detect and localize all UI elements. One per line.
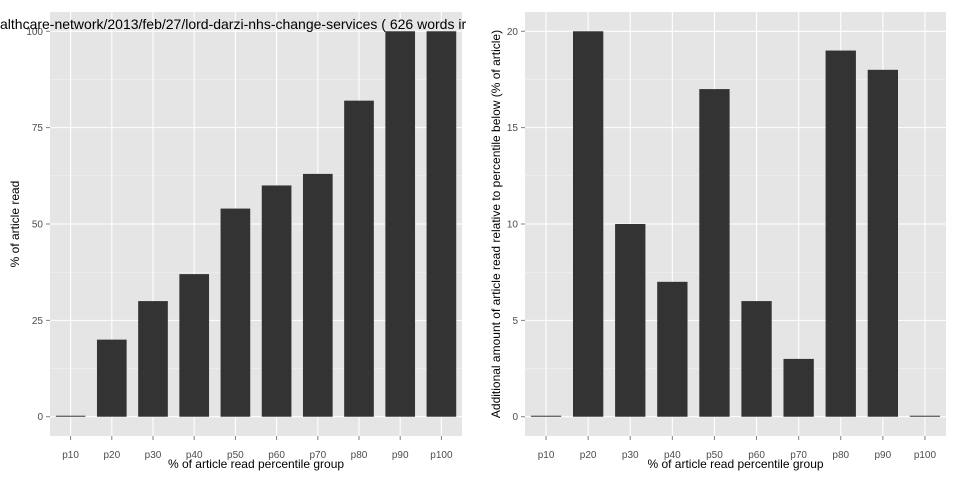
y-tick-label: 20 — [507, 27, 519, 38]
y-tick-label: 10 — [507, 220, 519, 231]
bar — [783, 358, 814, 417]
left-chart: 0 25 50 75 100 p10 p20 p30 p40 p50 p60 p70 p80 p90 p10… — [0, 12, 466, 471]
bar — [867, 69, 899, 417]
bar — [741, 301, 772, 417]
x-tick-label: p60 — [268, 450, 285, 461]
y-tick-label: 100 — [26, 27, 43, 38]
bar — [530, 415, 562, 417]
x-axis-title: % of article read percentile group — [647, 457, 823, 471]
bar — [179, 274, 210, 417]
y-tick-label: 50 — [32, 220, 44, 231]
bar — [385, 31, 416, 417]
bar — [138, 301, 168, 417]
x-axis-title: % of article read percentile group — [168, 457, 344, 471]
x-tick-label: p10 — [62, 450, 79, 461]
x-tick-label: p20 — [580, 450, 597, 461]
x-tick-label: p70 — [790, 450, 807, 461]
x-tick-label: p90 — [875, 450, 892, 461]
x-tick-label: p70 — [309, 450, 326, 461]
x-tick-label: p40 — [186, 450, 203, 461]
x-tick-label: p90 — [392, 450, 409, 461]
bar — [657, 281, 688, 417]
bar — [572, 31, 604, 417]
x-tick-label: p80 — [832, 450, 849, 461]
bar — [909, 415, 941, 417]
x-tick-label: p50 — [227, 450, 244, 461]
x-tick-label: p20 — [103, 450, 120, 461]
x-tick-label: p80 — [351, 450, 368, 461]
right-chart: 0 5 10 15 20 p10 p20 p30 p40 p50 p60 p70 p80 p90 p100%… — [489, 12, 946, 471]
y-axis-title: % of article read — [8, 181, 22, 268]
bar — [615, 224, 646, 417]
bar — [344, 100, 374, 417]
bar — [55, 415, 86, 417]
x-tick-label: p10 — [538, 450, 555, 461]
bar — [96, 339, 127, 417]
y-tick-label: 25 — [32, 316, 44, 327]
y-tick-label: 15 — [507, 123, 519, 134]
bar — [699, 89, 730, 417]
y-tick-label: 0 — [512, 412, 518, 423]
x-tick-label: p30 — [145, 450, 162, 461]
x-tick-label: p50 — [706, 450, 723, 461]
bar — [261, 185, 292, 417]
y-tick-label: 0 — [37, 412, 43, 423]
x-tick-label: p100 — [430, 450, 453, 461]
bar — [220, 208, 251, 417]
x-tick-label: p30 — [622, 450, 639, 461]
y-tick-label: 75 — [32, 123, 44, 134]
x-tick-label: p40 — [664, 450, 681, 461]
bar — [302, 173, 333, 417]
x-tick-label: p100 — [914, 450, 937, 461]
bar — [426, 31, 457, 417]
chart-title: althcare-network/2013/feb/27/lord-darzi-… — [0, 16, 466, 32]
x-tick-label: p60 — [748, 450, 765, 461]
y-tick-label: 5 — [512, 316, 518, 327]
bar — [825, 50, 856, 417]
y-axis-title: Additional amount of article read relati… — [489, 30, 503, 418]
